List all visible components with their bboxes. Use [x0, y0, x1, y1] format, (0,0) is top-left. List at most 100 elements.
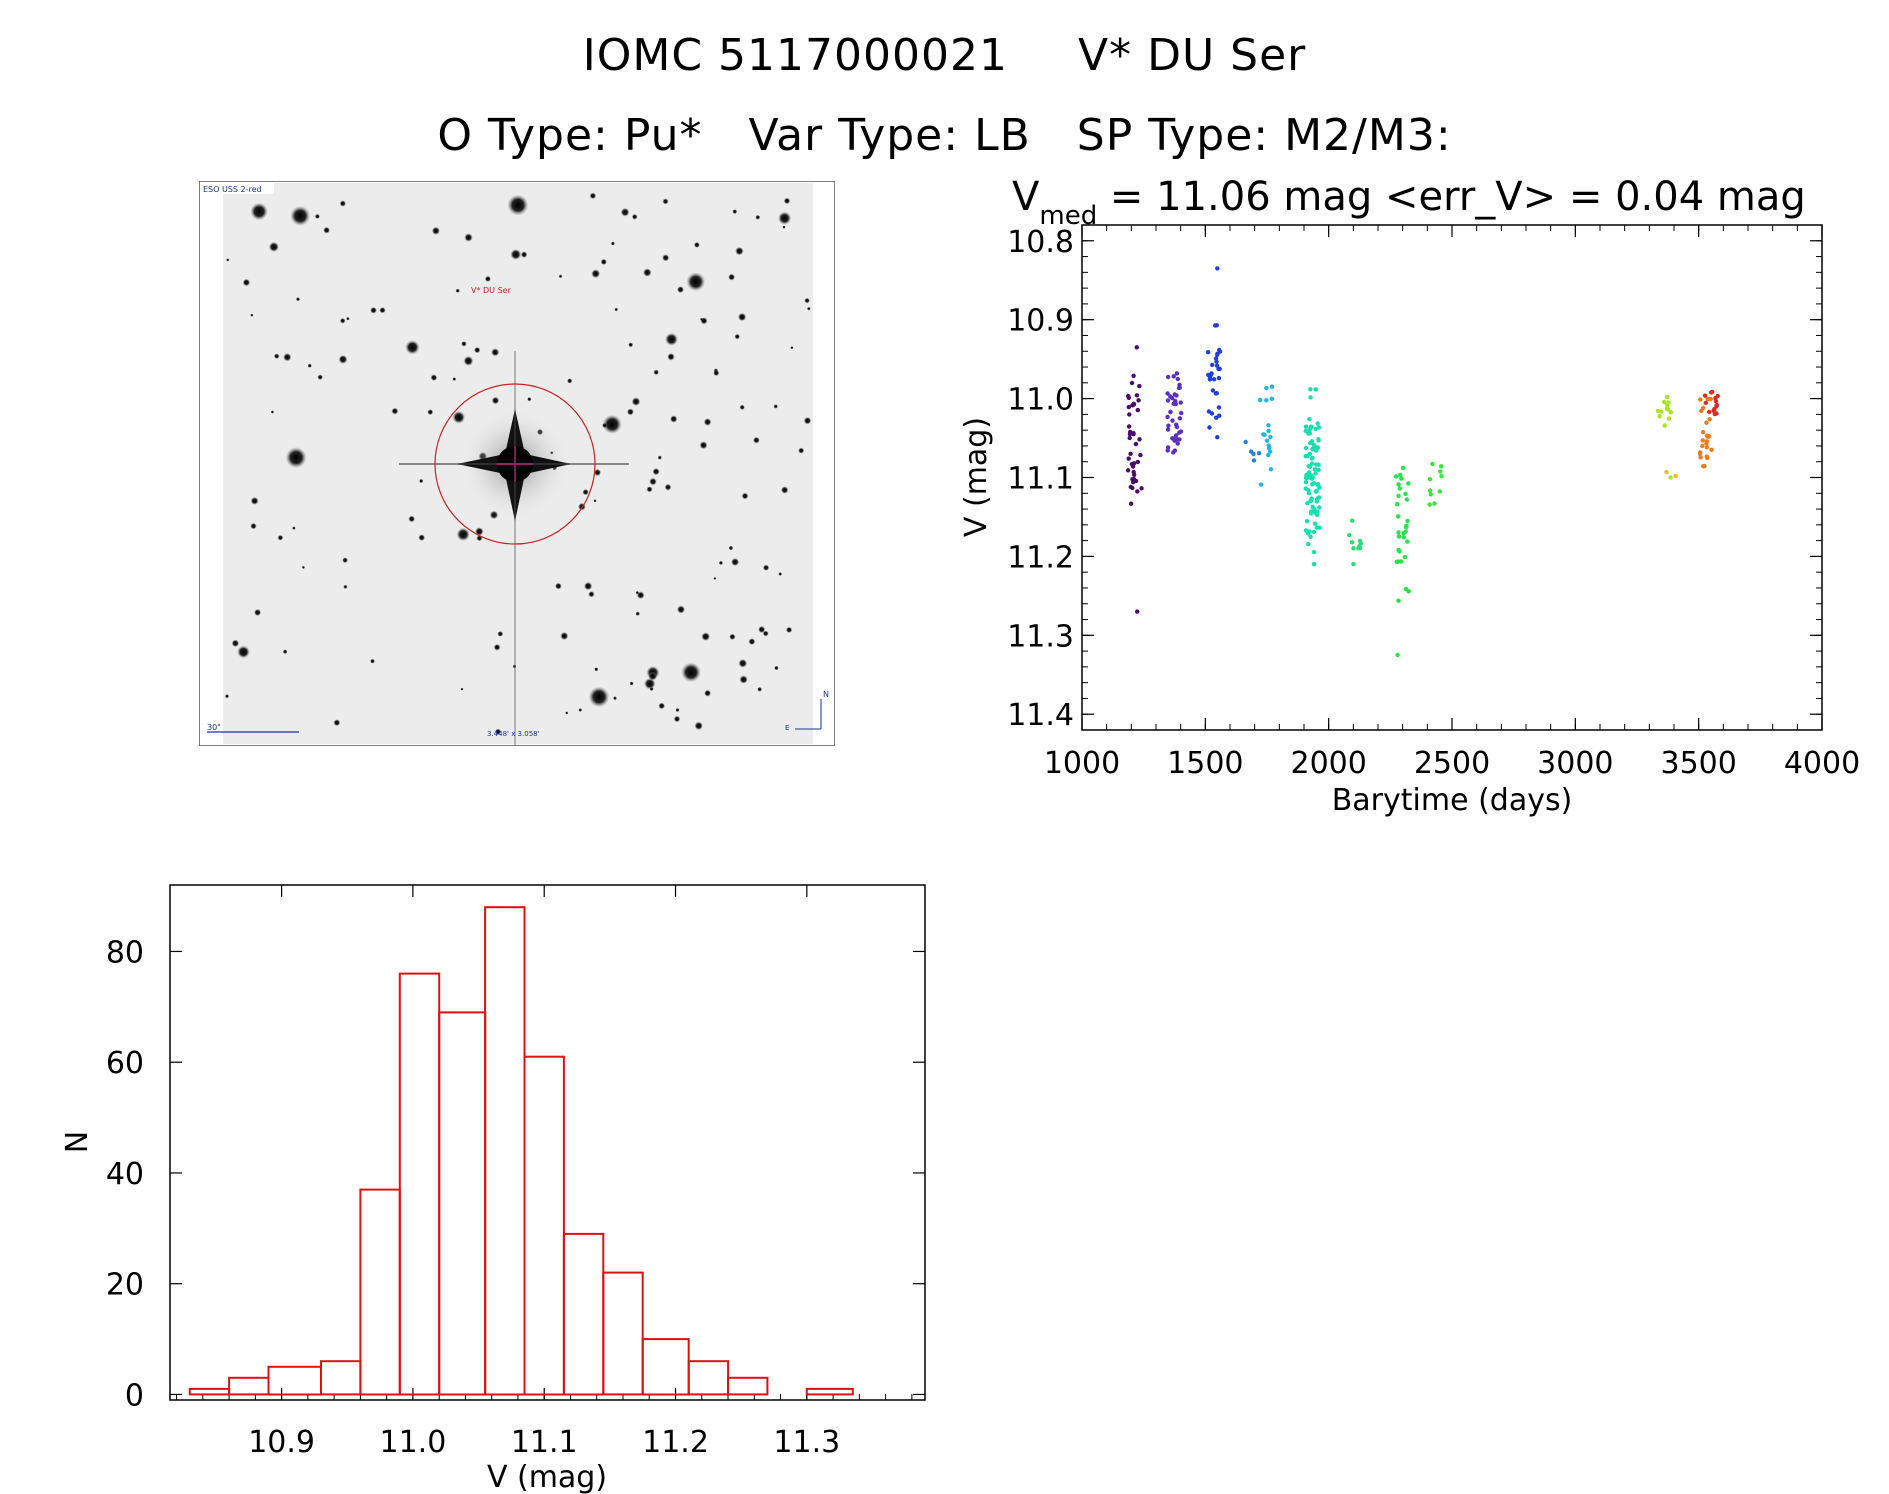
star — [665, 332, 678, 346]
data-point — [1308, 534, 1313, 539]
histogram-bar — [359, 1188, 401, 1396]
data-point — [1432, 501, 1437, 506]
data-point — [1715, 393, 1720, 399]
star — [391, 407, 399, 415]
star — [755, 214, 761, 220]
data-point — [1404, 525, 1409, 530]
star — [652, 468, 660, 476]
star — [290, 205, 311, 226]
data-point — [1131, 373, 1136, 378]
star — [806, 306, 811, 311]
data-point — [1396, 514, 1401, 519]
data-point — [1170, 436, 1175, 441]
star — [250, 496, 259, 505]
star — [301, 565, 305, 569]
data-point — [1312, 521, 1318, 526]
data-point — [1698, 455, 1703, 460]
star — [686, 272, 706, 292]
data-point — [1128, 451, 1133, 456]
data-point — [1213, 356, 1219, 361]
x-tick-label: 11.0 — [380, 1425, 447, 1460]
data-point — [1266, 446, 1272, 451]
star — [430, 374, 438, 381]
data-point — [1258, 482, 1264, 487]
data-point — [1137, 437, 1142, 442]
data-point — [1427, 502, 1432, 507]
x-tick-label: 1000 — [1044, 746, 1120, 781]
x-axis-label: Barytime (days) — [1332, 783, 1573, 818]
data-point — [1316, 425, 1322, 430]
data-point — [1313, 471, 1318, 476]
data-point — [1438, 469, 1443, 474]
star — [693, 241, 700, 248]
data-point — [1439, 474, 1444, 479]
data-point — [1248, 449, 1254, 454]
star — [675, 707, 680, 713]
chart-title: Vmed = 11.06 mag <err_V> = 0.04 mag — [1012, 174, 1806, 231]
histogram-bar — [562, 1232, 605, 1396]
star — [594, 667, 599, 672]
data-point — [1314, 462, 1319, 467]
data-point — [1699, 408, 1704, 414]
x-tick-label: 2500 — [1414, 746, 1490, 781]
data-point — [1310, 482, 1315, 487]
star — [226, 258, 230, 262]
data-point — [1177, 437, 1182, 442]
data-point — [1211, 377, 1217, 382]
star — [804, 297, 810, 304]
data-point — [1707, 409, 1712, 415]
star — [677, 286, 684, 294]
star — [339, 200, 346, 207]
histogram-bar — [484, 906, 526, 1396]
data-point — [1316, 467, 1321, 473]
star — [658, 702, 666, 710]
data-point — [1401, 531, 1406, 536]
data-point — [1311, 442, 1316, 448]
star — [629, 681, 634, 686]
data-point — [1207, 376, 1213, 381]
data-point — [1308, 425, 1313, 431]
star — [314, 213, 320, 219]
data-point — [1178, 400, 1183, 405]
star — [718, 560, 724, 566]
data-point — [1266, 452, 1271, 458]
star — [588, 686, 610, 708]
star — [339, 318, 346, 324]
star — [583, 581, 593, 591]
star — [780, 486, 789, 494]
star — [527, 397, 532, 402]
star — [667, 353, 675, 361]
star — [739, 675, 748, 684]
star — [783, 197, 791, 205]
star — [602, 422, 608, 429]
star — [728, 273, 736, 281]
star — [237, 645, 250, 659]
star — [295, 297, 301, 302]
title-subscript: med — [1039, 201, 1097, 231]
data-point — [1217, 366, 1222, 372]
data-point — [1314, 512, 1320, 517]
data-point — [1350, 518, 1355, 523]
data-point — [1210, 362, 1215, 368]
histogram-bar — [398, 972, 441, 1396]
data-point — [1308, 498, 1313, 504]
object-label: V* DU Ser — [471, 286, 512, 295]
star — [231, 639, 240, 648]
y-tick-label: 20 — [106, 1268, 144, 1303]
data-point — [1657, 414, 1662, 419]
data-point — [1396, 530, 1401, 535]
data-point — [1713, 398, 1719, 404]
star — [664, 483, 672, 491]
data-point — [1427, 488, 1433, 493]
data-point — [1702, 463, 1707, 469]
star — [613, 696, 617, 701]
x-tick-label: 11.1 — [511, 1425, 578, 1460]
data-point — [1396, 493, 1401, 499]
histogram-bar — [267, 1365, 322, 1396]
star — [635, 590, 640, 595]
data-point — [1668, 410, 1673, 415]
star — [653, 369, 659, 376]
data-point — [1655, 408, 1661, 414]
data-point — [1705, 434, 1711, 439]
data-point — [1307, 451, 1312, 456]
